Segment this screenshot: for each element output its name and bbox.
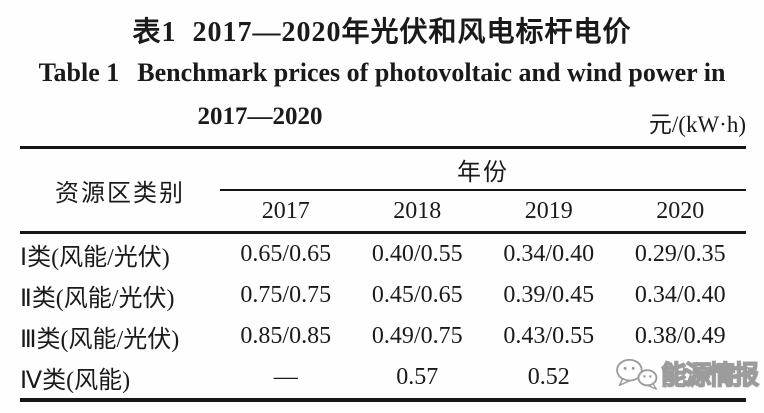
- row-label: Ⅳ类(风能): [20, 357, 220, 402]
- table-row-zone4: Ⅳ类(风能) — 0.57 0.52: [20, 357, 746, 402]
- price-cell: 0.38/0.49: [634, 323, 726, 349]
- row-label: Ⅱ类(风能/光伏): [20, 286, 175, 312]
- table-row-zone2: Ⅱ类(风能/光伏) 0.75/0.75 0.45/0.65 0.39/0.45 …: [20, 275, 746, 316]
- price-cell: 0.75/0.75: [240, 282, 332, 308]
- table-caption-en: Table 1 Benchmark prices of photovoltaic …: [0, 58, 764, 88]
- price-cell: 0.29/0.35: [634, 241, 726, 267]
- price-cell: 0.57: [351, 357, 483, 402]
- table-row-zone3: Ⅲ类(风能/光伏) 0.85/0.85 0.49/0.75 0.43/0.55 …: [20, 316, 746, 357]
- table-caption-zh: 表1 2017—2020年光伏和风电标杆电价: [0, 10, 764, 50]
- year-header-2017: 2017: [220, 190, 352, 234]
- row-label: Ⅰ类(风能/光伏): [20, 245, 170, 271]
- table-number-en: Table 1: [38, 58, 120, 87]
- header-row-years: 2017 2018 2019 2020: [20, 190, 746, 234]
- table-title-en-continuation: 2017—2020: [197, 103, 323, 130]
- table-title-en: Benchmark prices of photovoltaic and win…: [137, 58, 726, 87]
- header-row-group: 资源区类别 年份: [20, 147, 746, 234]
- corner-header-resource-zone: 资源区类别: [20, 147, 220, 234]
- price-cell: 0.65/0.65: [240, 241, 332, 267]
- table-body: Ⅰ类(风能/光伏) 0.65/0.65 0.40/0.55 0.34/0.40 …: [20, 233, 746, 402]
- caption-continuation-row: 2017—2020 元/(kW·h): [0, 103, 764, 139]
- group-header-year: 年份: [220, 147, 746, 191]
- price-cell: 0.43/0.55: [503, 323, 595, 349]
- year-header-2018: 2018: [351, 190, 483, 234]
- price-cell: 0.49/0.75: [371, 323, 463, 349]
- price-cell: 0.52: [483, 357, 615, 402]
- table-header: 资源区类别 年份 2017 2018 2019 2020: [20, 147, 746, 234]
- table-number-zh: 表1: [132, 17, 177, 48]
- price-cell: 0.85/0.85: [240, 323, 332, 349]
- row-label: Ⅲ类(风能/光伏): [20, 327, 180, 353]
- price-cell: 0.39/0.45: [503, 282, 595, 308]
- year-header-2020: 2020: [614, 190, 746, 234]
- table-row-zone1: Ⅰ类(风能/光伏) 0.65/0.65 0.40/0.55 0.34/0.40 …: [20, 233, 746, 276]
- price-cell: 0.40/0.55: [371, 241, 463, 267]
- price-cell: —: [220, 357, 352, 402]
- price-unit-label: 元/(kW·h): [648, 112, 746, 137]
- benchmark-price-table: 资源区类别 年份 2017 2018 2019 2020 Ⅰ类(风能/光伏) 0…: [20, 146, 746, 402]
- year-header-2019: 2019: [483, 190, 615, 234]
- price-cell: 0.34/0.40: [503, 241, 595, 267]
- price-cell: 0.45/0.65: [371, 282, 463, 308]
- table-title-zh: 2017—2020年光伏和风电标杆电价: [192, 17, 632, 48]
- price-cell: 0.34/0.40: [634, 282, 726, 308]
- price-cell: [614, 357, 746, 402]
